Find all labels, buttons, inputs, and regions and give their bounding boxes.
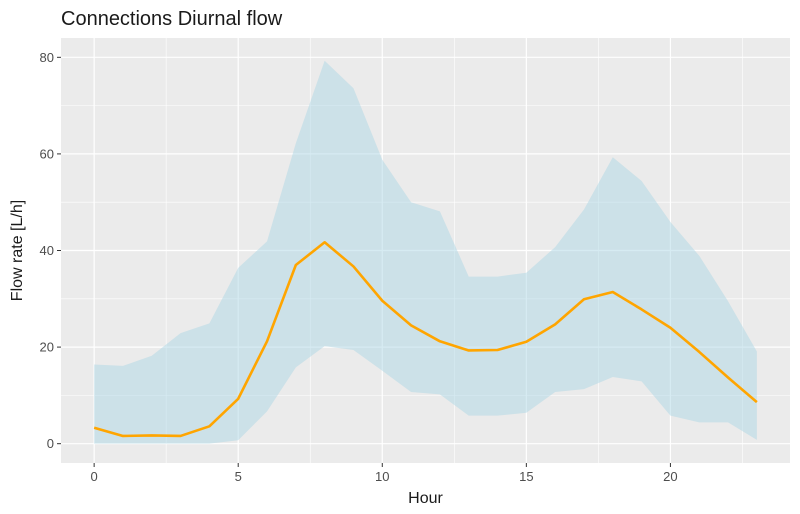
- x-tick-label: 20: [663, 469, 677, 484]
- y-axis-title: Flow rate [L/h]: [9, 200, 26, 301]
- confidence-band: [94, 60, 757, 444]
- x-tick-label: 10: [375, 469, 389, 484]
- y-tick-label: 0: [47, 436, 54, 451]
- series-line: [93, 240, 758, 438]
- x-tick-label: 0: [91, 469, 98, 484]
- y-tick-label: 60: [40, 146, 54, 161]
- x-tick-label: 5: [235, 469, 242, 484]
- y-axis: 0 20 40 60 80: [40, 50, 61, 451]
- x-axis: 0 5 10 15 20: [91, 463, 678, 484]
- chart-title: Connections Diurnal flow: [61, 8, 283, 30]
- x-tick-label: 15: [519, 469, 533, 484]
- y-tick-label: 80: [40, 50, 54, 65]
- y-tick-label: 20: [40, 340, 54, 355]
- y-tick-label: 40: [40, 243, 54, 258]
- x-axis-title: Hour: [408, 490, 443, 507]
